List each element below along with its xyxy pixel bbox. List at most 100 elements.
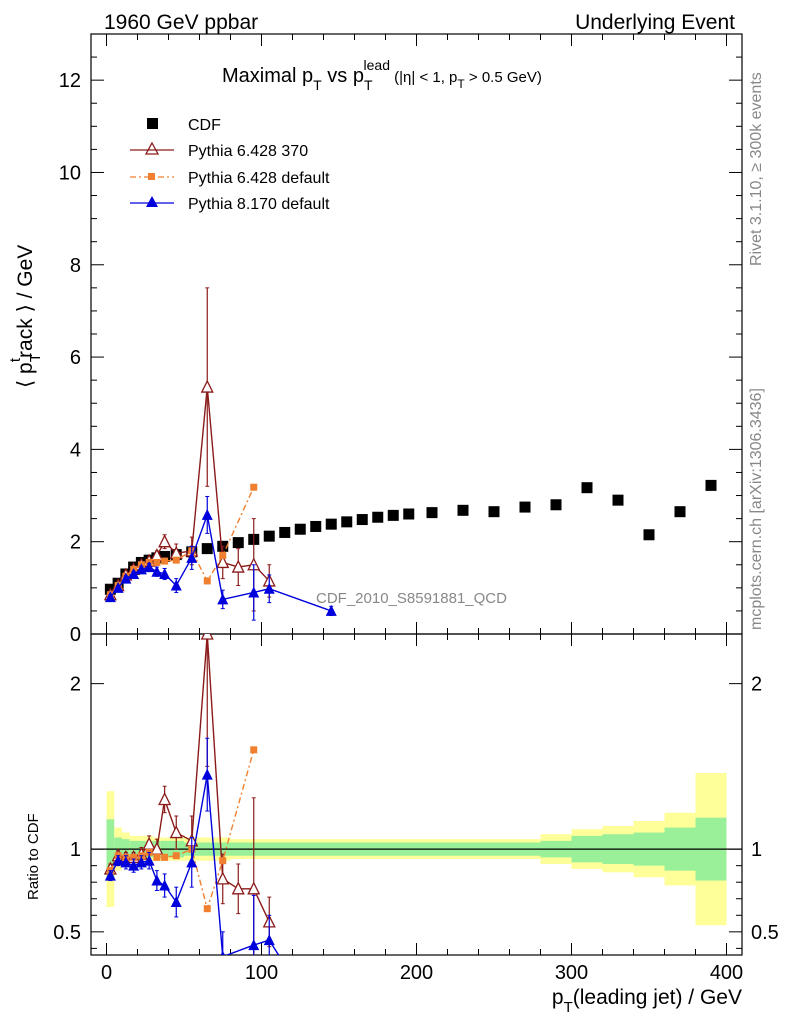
ratio-point-8 <box>172 852 180 860</box>
ratio-point-6 <box>153 853 161 861</box>
main-point-13 <box>263 582 275 594</box>
main-point-21 <box>372 511 384 523</box>
main-point-24 <box>426 507 438 519</box>
rivet-label: Rivet 3.1.10, ≥ 300k events <box>748 72 765 266</box>
main-point-14 <box>325 604 337 616</box>
svg-text:Rivet 3.1.10, ≥ 300k events: Rivet 3.1.10, ≥ 300k events <box>748 72 765 266</box>
svg-text:⟨ pTtrack ⟩ / GeV: ⟨ pTtrack ⟩ / GeV <box>7 245 44 388</box>
main-point-26 <box>488 506 500 518</box>
legend-label-pythia6-default: Pythia 6.428 default <box>188 170 330 187</box>
x-tick-label-300: 300 <box>555 962 588 984</box>
main-title: Maximal pT vs pTlead (|η| < 1, pT > 0.5 … <box>222 57 542 93</box>
main-point-18 <box>325 518 337 530</box>
ratio-point-11 <box>219 857 227 865</box>
main-point-5 <box>143 561 155 573</box>
main-point-1 <box>112 581 124 593</box>
main-point-12 <box>248 586 260 598</box>
main-point-32 <box>674 506 686 518</box>
main-point-7 <box>158 534 172 548</box>
ratio-y-tick-label-l-1: 1 <box>70 839 81 861</box>
main-y-tick-label-0: 0 <box>70 624 81 646</box>
main-point-7 <box>159 550 171 562</box>
main-point-9 <box>186 551 198 563</box>
main-series-pythia-8-170-default <box>104 495 337 621</box>
main-point-2 <box>120 572 132 584</box>
header-left: 1960 GeV ppbar <box>104 11 258 34</box>
ratio-frame <box>90 633 743 956</box>
main-point-29 <box>581 482 593 494</box>
main-point-7 <box>161 557 169 565</box>
main-point-3 <box>128 568 140 579</box>
main-point-10 <box>200 379 214 393</box>
main-point-15 <box>279 526 291 538</box>
ratio-point-7 <box>161 853 169 861</box>
legend-marker-pythia6-default <box>148 173 155 180</box>
x-tick-label-0: 0 <box>101 962 112 984</box>
ratio-point-7 <box>158 792 172 806</box>
main-ylabel: ⟨ pTtrack ⟩ / GeV <box>7 245 44 388</box>
ratio-point-3 <box>130 853 138 861</box>
legend-marker-cdf <box>147 118 158 129</box>
ratio-point-13 <box>263 934 275 946</box>
main-point-10 <box>201 543 213 555</box>
main-point-33 <box>705 479 717 491</box>
main-point-6 <box>153 558 161 566</box>
main-y-tick-label-6: 6 <box>70 347 81 369</box>
ratio-point-3 <box>128 859 140 871</box>
main-point-27 <box>519 501 531 513</box>
main-point-12 <box>250 483 258 491</box>
main-point-28 <box>550 499 562 511</box>
x-tick-label-200: 200 <box>400 962 433 984</box>
ratio-y-tick-label-l-2: 2 <box>70 674 81 696</box>
svg-text:mcplots.cern.ch [arXiv:1306.34: mcplots.cern.ch [arXiv:1306.3436] <box>748 388 765 630</box>
main-point-12 <box>232 537 244 549</box>
ratio-point-9 <box>186 856 198 868</box>
ratio-point-5 <box>143 854 155 866</box>
main-point-8 <box>170 579 182 591</box>
ratio-ylabel: Ratio to CDF <box>25 813 42 900</box>
ratio-line <box>109 634 270 923</box>
ratio-point-4 <box>135 856 147 868</box>
ratio-y-tick-label-r-0.5: 0.5 <box>751 922 779 944</box>
ratio-point-10 <box>201 768 213 780</box>
main-point-20 <box>356 514 368 526</box>
main-point-11 <box>216 555 230 569</box>
main-point-19 <box>341 516 353 528</box>
main-y-tick-label-12: 12 <box>59 70 81 92</box>
main-point-14 <box>263 530 275 542</box>
ratio-point-11 <box>216 871 230 885</box>
ratio-y-tick-label-r-2: 2 <box>751 674 762 696</box>
main-y-tick-label-4: 4 <box>70 439 81 461</box>
main-point-12 <box>231 559 245 573</box>
main-point-11 <box>217 593 229 605</box>
ratio-point-0 <box>104 869 116 881</box>
ratio-y-tick-label-r-1: 1 <box>751 839 762 861</box>
main-point-30 <box>612 494 624 506</box>
ratio-point-2 <box>120 856 132 868</box>
ratio-point-10 <box>200 634 214 640</box>
ratio-point-11 <box>220 950 225 955</box>
ratio-point-8 <box>170 896 182 908</box>
svg-text:Ratio to CDF: Ratio to CDF <box>25 813 42 900</box>
main-y-tick-label-2: 2 <box>70 532 81 554</box>
header-right: Underlying Event <box>575 11 735 34</box>
main-point-6 <box>151 565 163 577</box>
main-point-22 <box>387 509 399 521</box>
main-point-7 <box>159 568 171 579</box>
main-point-25 <box>457 504 469 516</box>
main-point-23 <box>403 508 415 520</box>
ratio-point-12 <box>248 939 260 951</box>
ratio-series-pythia-8-170-default <box>104 737 290 970</box>
main-point-0 <box>104 591 116 603</box>
main-point-16 <box>294 523 306 535</box>
ratio-point-7 <box>159 879 171 891</box>
ratio-point-14 <box>279 959 290 970</box>
main-point-8 <box>172 556 180 564</box>
legend-marker-pythia8-default <box>146 196 158 207</box>
main-point-17 <box>310 520 322 532</box>
mcplots-label: mcplots.cern.ch [arXiv:1306.3436] <box>748 388 765 630</box>
legend-marker-pythia6-370 <box>144 141 160 155</box>
main-point-10 <box>201 508 213 520</box>
main-point-11 <box>219 552 227 560</box>
